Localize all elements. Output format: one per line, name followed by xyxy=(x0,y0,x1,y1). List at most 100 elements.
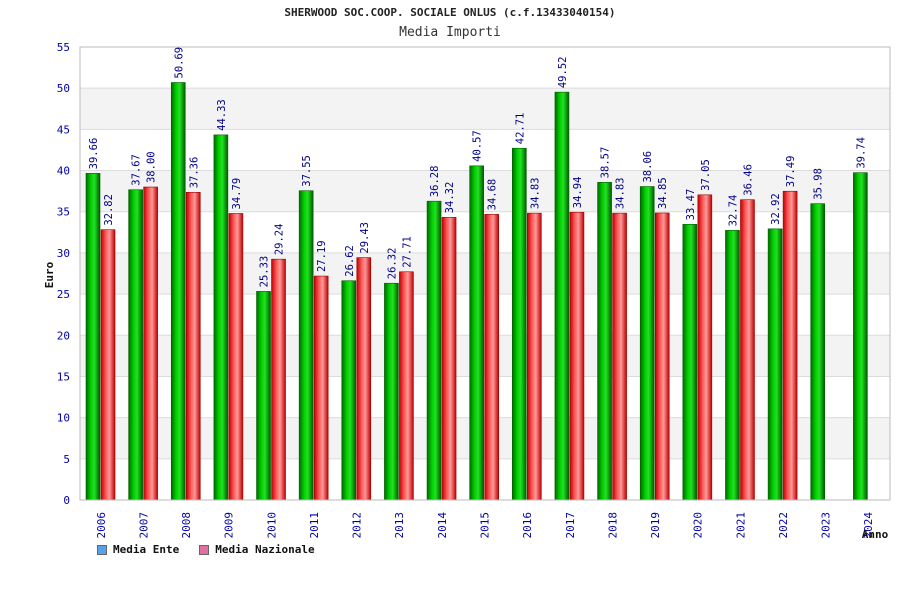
bar-media-nazionale xyxy=(527,212,542,501)
x-tick-label: 2009 xyxy=(223,512,236,539)
data-label: 29.43 xyxy=(359,222,371,254)
data-label: 37.49 xyxy=(785,156,797,188)
chart-title: SHERWOOD SOC.COOP. SOCIALE ONLUS (c.f.13… xyxy=(284,6,616,19)
data-label: 39.66 xyxy=(88,138,100,170)
bar-media-ente xyxy=(554,91,570,501)
x-tick-label: 2017 xyxy=(564,512,577,539)
bar-media-ente xyxy=(213,134,229,501)
data-label: 44.33 xyxy=(216,99,228,131)
y-tick-label: 35 xyxy=(57,206,70,219)
y-tick-label: 55 xyxy=(57,41,70,54)
x-tick-label: 2016 xyxy=(521,512,534,539)
grid-band xyxy=(80,129,890,171)
x-axis-label: Anno xyxy=(862,528,889,541)
bar-media-ente xyxy=(469,165,484,501)
x-tick-label: 2010 xyxy=(265,512,278,539)
bar-media-nazionale xyxy=(484,214,499,501)
data-label: 34.83 xyxy=(615,178,627,210)
bar-media-nazionale xyxy=(399,271,414,501)
bar-media-ente xyxy=(853,172,868,501)
data-label: 37.36 xyxy=(188,157,200,189)
data-label: 34.68 xyxy=(487,179,499,211)
bar-media-ente xyxy=(170,82,186,501)
data-label: 38.57 xyxy=(600,147,612,179)
legend-swatch-media-nazionale xyxy=(199,544,210,555)
x-tick-label: 2014 xyxy=(436,512,449,539)
x-tick-label: 2015 xyxy=(479,512,492,539)
data-label: 49.52 xyxy=(557,57,569,89)
data-label: 42.71 xyxy=(514,113,526,145)
y-axis-label: Euro xyxy=(43,261,56,288)
data-label: 32.82 xyxy=(103,194,115,226)
y-tick-label: 5 xyxy=(63,453,70,466)
data-label: 34.94 xyxy=(572,177,584,209)
y-tick-label: 15 xyxy=(57,370,70,383)
bar-media-nazionale xyxy=(228,213,244,501)
data-label: 27.19 xyxy=(316,240,328,272)
data-label: 34.32 xyxy=(444,182,456,214)
grid-band xyxy=(80,170,890,212)
data-label: 38.00 xyxy=(146,151,158,183)
data-label: 34.79 xyxy=(231,178,243,210)
legend-swatch-media-ente xyxy=(97,544,107,555)
y-tick-label: 50 xyxy=(57,82,70,95)
x-tick-label: 2019 xyxy=(649,512,662,539)
x-tick-label: 2020 xyxy=(692,512,705,539)
bar-media-ente xyxy=(128,189,143,501)
data-label: 36.28 xyxy=(429,166,441,198)
bar-media-nazionale xyxy=(740,199,755,501)
bar-media-ente xyxy=(597,182,612,501)
data-label: 32.74 xyxy=(727,195,739,227)
legend-label-media-nazionale: Media Nazionale xyxy=(215,543,315,556)
x-tick-label: 2008 xyxy=(180,512,193,539)
legend-label-media-ente: Media Ente xyxy=(113,543,180,556)
bar-media-nazionale xyxy=(569,211,585,501)
bar-media-ente xyxy=(341,280,357,501)
data-label: 50.69 xyxy=(173,47,185,79)
data-label: 37.05 xyxy=(700,159,712,191)
bar-media-ente xyxy=(426,200,442,501)
bar-media-nazionale xyxy=(100,229,116,501)
bar-media-ente xyxy=(298,190,314,501)
data-label: 37.67 xyxy=(131,154,143,186)
bar-media-ente xyxy=(512,147,527,501)
bar-media-ente xyxy=(256,291,271,501)
y-tick-label: 10 xyxy=(57,412,70,425)
plot-frame xyxy=(79,46,891,501)
grid-band xyxy=(80,88,890,130)
bar-media-ente xyxy=(725,230,740,501)
bar-media-nazionale xyxy=(313,275,329,501)
bar-media-nazionale xyxy=(143,186,158,501)
x-tick-label: 2024 xyxy=(862,512,875,539)
data-label: 27.71 xyxy=(401,236,413,268)
data-label: 32.92 xyxy=(770,193,782,225)
y-tick-label: 45 xyxy=(57,123,70,136)
data-label: 35.98 xyxy=(813,168,825,200)
x-tick-label: 2012 xyxy=(351,512,364,539)
bar-media-nazionale xyxy=(782,190,798,501)
grid-band xyxy=(80,47,890,89)
bar-media-nazionale xyxy=(185,191,201,501)
data-label: 26.32 xyxy=(386,248,398,280)
bar-media-ente xyxy=(682,224,698,501)
data-label: 36.46 xyxy=(742,164,754,196)
bar-media-nazionale xyxy=(356,257,372,501)
x-tick-label: 2011 xyxy=(308,512,321,539)
x-tick-label: 2018 xyxy=(606,512,619,539)
bar-media-ente xyxy=(639,186,655,501)
data-label: 38.06 xyxy=(642,151,654,183)
data-label: 25.33 xyxy=(259,256,271,288)
x-tick-label: 2022 xyxy=(777,512,790,539)
y-tick-label: 25 xyxy=(57,288,70,301)
legend-item-media-nazionale: Media Nazionale xyxy=(199,543,315,556)
y-tick-label: 0 xyxy=(63,494,70,507)
bar-media-nazionale xyxy=(441,217,457,501)
chart-subtitle: Media Importi xyxy=(399,25,501,40)
data-label: 39.74 xyxy=(855,137,867,169)
x-tick-label: 2006 xyxy=(95,512,108,539)
data-label: 40.57 xyxy=(472,130,484,162)
legend-item-media-ente: Media Ente xyxy=(97,543,179,556)
data-label: 33.47 xyxy=(685,189,697,221)
bar-media-ente xyxy=(767,228,783,501)
